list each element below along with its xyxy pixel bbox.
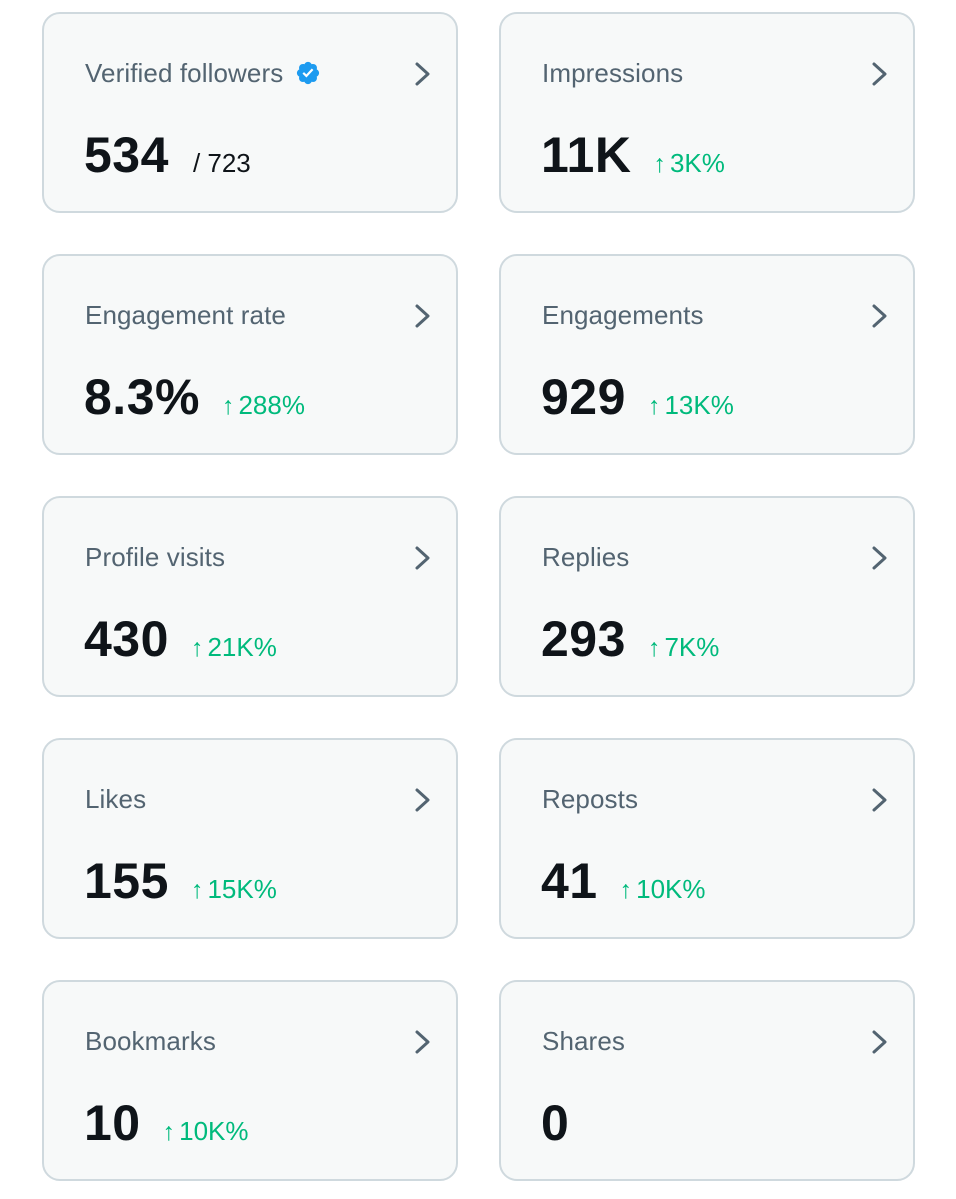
card-value-row: 155 ↑ 15K%	[84, 852, 277, 910]
chevron-right-icon	[872, 788, 887, 812]
card-label: Replies	[542, 541, 630, 572]
card-verified-followers[interactable]: Verified followers 534 / 723	[42, 12, 458, 213]
card-value: 534	[84, 127, 169, 183]
change-indicator: ↑ 3K%	[653, 148, 724, 179]
change-value: 13K%	[664, 390, 734, 420]
arrow-up-icon: ↑	[190, 876, 204, 904]
change-value: 288%	[238, 390, 305, 420]
card-label-row: Reposts	[542, 782, 638, 816]
card-value-row: 293 ↑ 7K%	[541, 610, 719, 668]
card-value: 293	[541, 611, 626, 667]
card-reposts[interactable]: Reposts 41 ↑ 10K%	[499, 738, 915, 939]
arrow-up-icon: ↑	[653, 150, 666, 178]
card-value: 11K	[541, 127, 632, 183]
card-value: 155	[84, 853, 169, 909]
card-value: 8.3%	[84, 369, 200, 425]
chevron-right-icon	[872, 62, 887, 86]
card-label-row: Profile visits	[85, 540, 225, 574]
card-profile-visits[interactable]: Profile visits 430 ↑ 21K%	[42, 496, 458, 697]
card-label: Engagement rate	[85, 299, 286, 330]
chevron-right-icon	[872, 304, 887, 328]
arrow-up-icon: ↑	[221, 392, 235, 420]
card-label: Verified followers	[85, 57, 284, 88]
chevron-right-icon	[872, 546, 887, 570]
chevron-right-icon	[415, 304, 430, 328]
card-value: 41	[541, 853, 598, 909]
chevron-right-icon	[415, 788, 430, 812]
card-value-row: 11K ↑ 3K%	[541, 126, 725, 184]
card-value-row: 10 ↑ 10K%	[84, 1094, 249, 1152]
change-indicator: ↑ 15K%	[191, 874, 277, 905]
card-value: 10	[84, 1095, 141, 1151]
change-value: 3K%	[669, 148, 725, 178]
chevron-right-icon	[415, 62, 430, 86]
card-engagements[interactable]: Engagements 929 ↑ 13K%	[499, 254, 915, 455]
card-value-row: 534 / 723	[84, 126, 251, 184]
card-label: Impressions	[542, 57, 684, 88]
card-value-row: 430 ↑ 21K%	[84, 610, 277, 668]
card-label-row: Replies	[542, 540, 629, 574]
arrow-up-icon: ↑	[162, 1118, 176, 1146]
card-label-row: Bookmarks	[85, 1024, 216, 1058]
chevron-right-icon	[415, 1030, 430, 1054]
card-label-row: Shares	[542, 1024, 625, 1058]
change-value: 7K%	[664, 632, 720, 662]
card-label: Likes	[85, 783, 147, 814]
card-label-row: Engagement rate	[85, 298, 286, 332]
chevron-right-icon	[415, 546, 430, 570]
change-indicator: ↑ 10K%	[163, 1116, 249, 1147]
change-value: 15K%	[207, 874, 277, 904]
card-value-row: 929 ↑ 13K%	[541, 368, 734, 426]
arrow-up-icon: ↑	[647, 634, 661, 662]
card-likes[interactable]: Likes 155 ↑ 15K%	[42, 738, 458, 939]
card-replies[interactable]: Replies 293 ↑ 7K%	[499, 496, 915, 697]
card-value-row: 41 ↑ 10K%	[541, 852, 706, 910]
card-value: 0	[541, 1095, 570, 1151]
change-indicator: ↑ 21K%	[191, 632, 277, 663]
card-label: Engagements	[542, 299, 704, 330]
total-followers: / 723	[192, 148, 251, 178]
card-label: Bookmarks	[85, 1025, 216, 1056]
card-bookmarks[interactable]: Bookmarks 10 ↑ 10K%	[42, 980, 458, 1181]
change-value: 21K%	[207, 632, 277, 662]
change-indicator: ↑ 288%	[222, 390, 305, 421]
chevron-right-icon	[872, 1030, 887, 1054]
arrow-up-icon: ↑	[190, 634, 204, 662]
card-label-row: Verified followers	[85, 56, 321, 90]
change-indicator: ↑ 13K%	[648, 390, 734, 421]
change-indicator: ↑ 10K%	[620, 874, 706, 905]
change-value: 10K%	[179, 1116, 249, 1146]
card-value: 430	[84, 611, 169, 667]
card-value: 929	[541, 369, 626, 425]
card-label-row: Likes	[85, 782, 146, 816]
change-indicator: ↑ 7K%	[648, 632, 719, 663]
change-value: 10K%	[636, 874, 706, 904]
metrics-grid: Verified followers 534 / 723 Impressions…	[42, 12, 915, 1181]
card-impressions[interactable]: Impressions 11K ↑ 3K%	[499, 12, 915, 213]
card-engagement-rate[interactable]: Engagement rate 8.3% ↑ 288%	[42, 254, 458, 455]
card-label: Profile visits	[85, 541, 226, 572]
arrow-up-icon: ↑	[619, 876, 633, 904]
card-value-row: 8.3% ↑ 288%	[84, 368, 305, 426]
card-label: Reposts	[542, 783, 639, 814]
card-shares[interactable]: Shares 0	[499, 980, 915, 1181]
card-label-row: Impressions	[542, 56, 683, 90]
verified-badge-icon	[297, 61, 320, 85]
card-value-row: 0	[541, 1094, 569, 1152]
card-label-row: Engagements	[542, 298, 704, 332]
arrow-up-icon: ↑	[647, 392, 661, 420]
card-label: Shares	[542, 1025, 625, 1056]
